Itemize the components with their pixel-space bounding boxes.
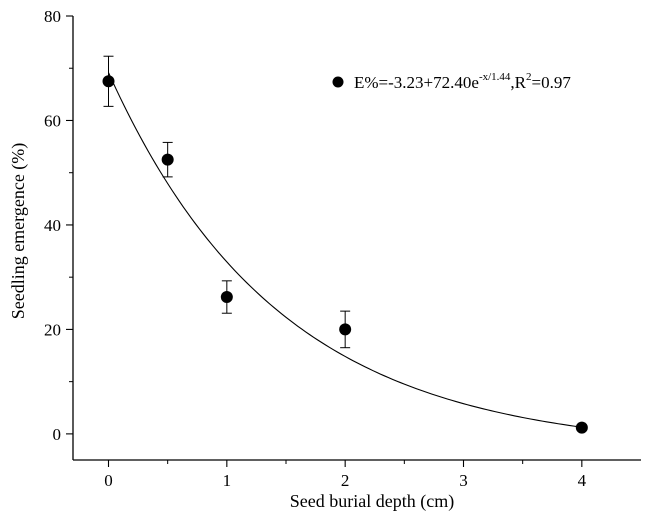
y-tick-label: 0 <box>53 425 62 444</box>
data-point <box>161 153 174 166</box>
y-tick-label: 40 <box>44 216 61 235</box>
y-tick-label: 20 <box>44 320 61 339</box>
x-tick-label: 0 <box>104 471 113 490</box>
legend-marker <box>332 76 344 88</box>
data-points <box>102 55 588 434</box>
x-tick-label: 1 <box>223 471 232 490</box>
x-tick-label: 2 <box>341 471 350 490</box>
legend: E%=-3.23+72.40e-x/1.44,R2=0.97 <box>332 71 571 92</box>
data-point-group <box>575 421 588 434</box>
x-axis-label: Seed burial depth (cm) <box>290 491 454 512</box>
data-point <box>220 291 233 304</box>
data-point-group <box>102 55 115 107</box>
legend-label: E%=-3.23+72.40e-x/1.44,R2=0.97 <box>354 71 571 92</box>
data-point-group <box>161 141 174 178</box>
y-tick-label: 80 <box>44 7 61 26</box>
data-point <box>575 421 588 434</box>
data-point-group <box>339 310 352 349</box>
data-point <box>339 323 352 336</box>
x-tick-label: 3 <box>459 471 468 490</box>
y-axis-label: Seedling emergence (%) <box>8 143 29 320</box>
fit-curve <box>107 72 582 428</box>
data-point <box>102 75 115 88</box>
y-tick-label: 60 <box>44 111 61 130</box>
data-point-group <box>220 280 233 314</box>
x-tick-label: 4 <box>578 471 587 490</box>
